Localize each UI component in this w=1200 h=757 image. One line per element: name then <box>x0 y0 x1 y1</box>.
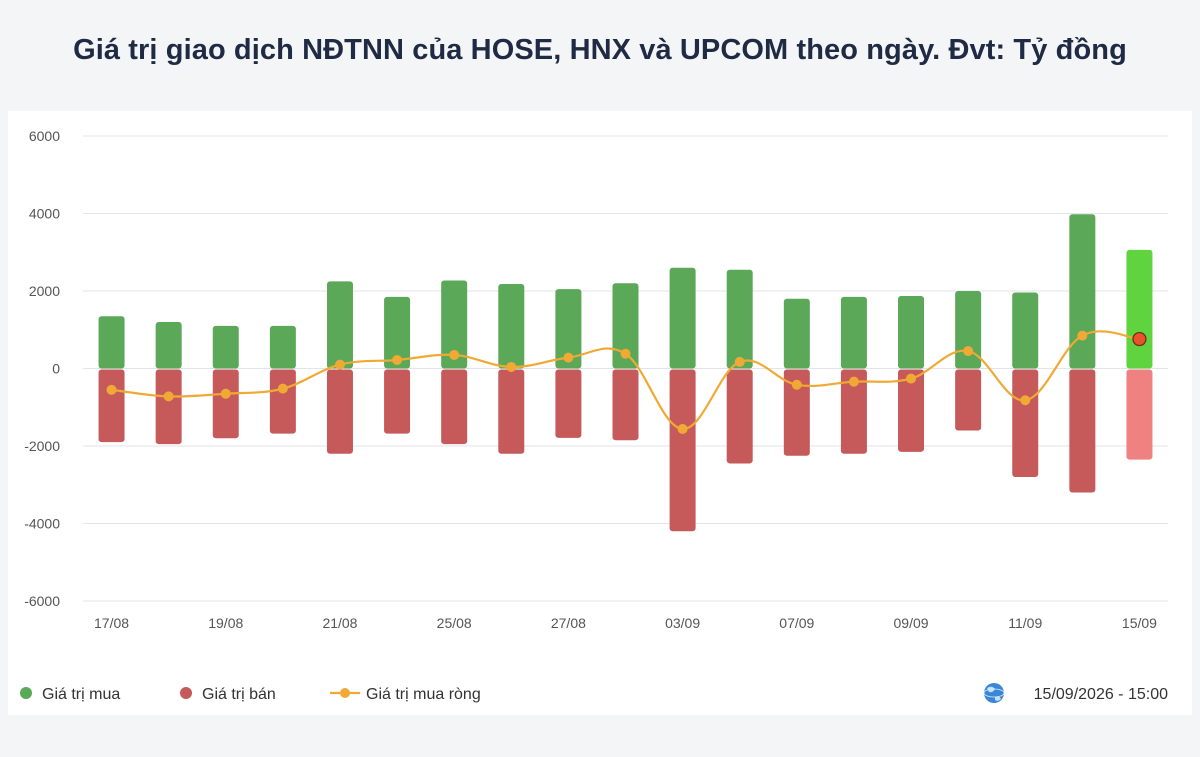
net-point[interactable] <box>848 376 859 387</box>
net-point[interactable] <box>620 348 631 359</box>
legend: Giá trị mua Giá trị bán Giá trị mua ròng <box>20 686 481 703</box>
legend-marker <box>340 688 350 698</box>
net-point[interactable] <box>1077 330 1088 341</box>
sell-bar[interactable] <box>98 369 125 443</box>
net-point[interactable] <box>106 384 117 395</box>
sell-bar[interactable] <box>898 369 925 452</box>
buy-bar[interactable] <box>441 280 468 369</box>
legend-label: Giá trị mua <box>42 686 120 703</box>
buy-bar[interactable] <box>955 291 982 369</box>
x-tick-label: 17/08 <box>94 615 129 631</box>
legend-item[interactable]: Giá trị mua <box>20 686 120 703</box>
sell-bar[interactable] <box>269 369 296 434</box>
net-point[interactable] <box>1020 395 1031 406</box>
x-tick-label: 07/09 <box>779 615 814 631</box>
sell-bar[interactable] <box>155 369 182 445</box>
sell-bar[interactable] <box>612 369 639 441</box>
sell-bar[interactable] <box>726 369 753 464</box>
net-point[interactable] <box>734 356 745 367</box>
buy-bar[interactable] <box>269 325 296 369</box>
buy-bar[interactable] <box>840 296 867 369</box>
y-axis-ticks: 6000 4000 2000 0 -2000 -4000 -6000 <box>24 128 60 609</box>
legend-marker <box>180 687 192 699</box>
buy-bar[interactable] <box>669 267 696 369</box>
sell-bar[interactable] <box>326 369 353 454</box>
net-point[interactable] <box>449 349 460 360</box>
x-tick-label: 27/08 <box>551 615 586 631</box>
legend-item[interactable]: Giá trị bán <box>180 686 276 703</box>
y-tick-label: -2000 <box>24 438 60 454</box>
y-tick-label: 4000 <box>29 206 60 222</box>
buy-bar[interactable] <box>612 283 639 369</box>
buy-bar[interactable] <box>555 289 582 369</box>
legend-marker <box>20 687 32 699</box>
net-point-highlight[interactable] <box>1132 331 1147 347</box>
buy-bar[interactable] <box>384 296 411 369</box>
x-tick-label: 11/09 <box>1008 615 1042 631</box>
buy-bar[interactable] <box>1069 214 1096 369</box>
x-axis-ticks: 17/08 19/08 21/08 25/08 27/08 03/09 07/09 09/09… <box>94 615 1157 631</box>
x-tick-label: 21/08 <box>322 615 357 631</box>
legend-label: Giá trị bán <box>202 686 276 703</box>
buy-bars <box>98 214 1153 369</box>
x-tick-label: 25/08 <box>437 615 472 631</box>
net-point[interactable] <box>906 373 917 384</box>
globe-icon-body <box>984 683 1004 703</box>
buy-bar[interactable] <box>783 298 810 369</box>
x-tick-label: 19/08 <box>208 615 243 631</box>
x-tick-label: 09/09 <box>894 615 929 631</box>
sell-bar[interactable] <box>1126 369 1153 460</box>
net-line-path <box>111 330 1140 431</box>
chart-card: 6000 4000 2000 0 -2000 -4000 -6000 17/08 19/08 2… <box>8 111 1192 715</box>
buy-bar[interactable] <box>98 316 125 369</box>
net-point[interactable] <box>334 359 345 370</box>
net-point[interactable] <box>791 379 802 390</box>
sell-bar[interactable] <box>840 369 867 454</box>
sell-bar[interactable] <box>955 369 982 431</box>
x-tick-label: 15/09 <box>1122 615 1157 631</box>
sell-bar[interactable] <box>498 369 525 454</box>
sell-bars <box>98 369 1153 532</box>
y-tick-label: -4000 <box>24 516 60 532</box>
sell-bar[interactable] <box>1069 369 1096 493</box>
net-point[interactable] <box>277 383 288 394</box>
y-tick-label: 0 <box>52 361 60 377</box>
net-point[interactable] <box>506 361 517 372</box>
net-point[interactable] <box>163 391 174 402</box>
chart-title: Giá trị giao dịch NĐTNN của HOSE, HNX và… <box>73 34 1127 66</box>
buy-bar[interactable] <box>498 284 525 369</box>
buy-bar[interactable] <box>726 269 753 369</box>
buy-bar[interactable] <box>1126 249 1153 369</box>
net-point[interactable] <box>563 352 574 363</box>
sell-bar[interactable] <box>212 369 239 439</box>
y-tick-label: -6000 <box>24 593 60 609</box>
sell-bar[interactable] <box>384 369 411 434</box>
sell-bar[interactable] <box>1012 369 1039 478</box>
sell-bar[interactable] <box>555 369 582 438</box>
buy-bar[interactable] <box>155 322 182 369</box>
net-line <box>106 330 1147 434</box>
net-point[interactable] <box>963 346 974 357</box>
timestamp-group: 15/09/2026 - 15:00 <box>983 683 1168 703</box>
globe-icon-land <box>987 686 1001 701</box>
y-tick-label: 6000 <box>29 128 60 144</box>
net-point[interactable] <box>677 423 688 434</box>
y-tick-label: 2000 <box>29 283 60 299</box>
legend-item[interactable]: Giá trị mua ròng <box>330 686 481 703</box>
buy-bar[interactable] <box>212 325 239 369</box>
sell-bar[interactable] <box>669 369 696 532</box>
sell-bar[interactable] <box>441 369 468 445</box>
buy-bar[interactable] <box>1012 292 1039 369</box>
globe-icon <box>983 683 1005 703</box>
buy-bar[interactable] <box>898 296 925 369</box>
sell-bar[interactable] <box>783 369 810 456</box>
chart-svg: 6000 4000 2000 0 -2000 -4000 -6000 17/08 19/08 2… <box>20 128 1168 703</box>
net-point[interactable] <box>392 354 403 365</box>
timestamp: 15/09/2026 - 15:00 <box>1034 686 1168 703</box>
x-tick-label: 03/09 <box>665 615 700 631</box>
globe-icon-ring <box>983 688 1005 698</box>
net-point[interactable] <box>220 388 231 399</box>
legend-label: Giá trị mua ròng <box>366 686 481 703</box>
buy-bar[interactable] <box>326 281 353 369</box>
